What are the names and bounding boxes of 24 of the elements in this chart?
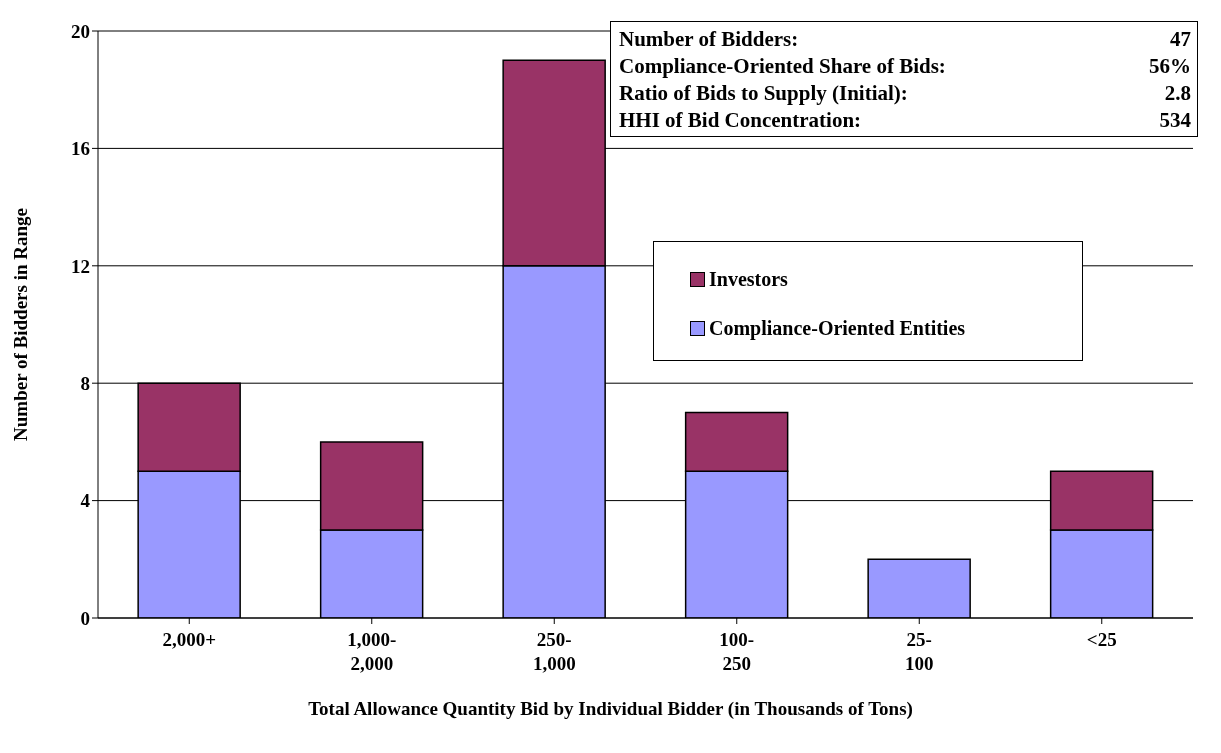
annotation: HHI of Bid Concentration: — [619, 107, 862, 134]
x-tick-label: 100-250 — [719, 629, 755, 674]
legend-label: Compliance-Oriented Entities — [709, 317, 966, 340]
y-tick-label: 4 — [80, 490, 91, 512]
x-tick-label: 250-1,000 — [532, 629, 576, 674]
annotation: Compliance-Oriented Share of Bids: — [619, 53, 946, 80]
y-tick-label: 20 — [71, 20, 90, 42]
y-tick-label: 12 — [71, 255, 90, 277]
annotation: Ratio of Bids to Supply (Initial): — [619, 80, 908, 107]
x-tick-label: 1,000-2,000 — [347, 629, 397, 674]
x-tick-label: 25-100 — [905, 629, 934, 674]
annotation: 47 — [1170, 26, 1191, 53]
annotation: 534 — [1159, 107, 1191, 134]
x-tick-label: <25 — [1086, 629, 1117, 650]
annotation: Number of Bidders: — [619, 26, 799, 53]
annotation: 56% — [1149, 53, 1191, 80]
annotation: 2.8 — [1164, 80, 1191, 107]
legend-label: Investors — [709, 268, 788, 291]
y-tick-label: 8 — [80, 372, 90, 394]
x-tick-label: 2,000+ — [162, 629, 217, 650]
y-axis-title: Number of Bidders in Range — [9, 208, 31, 441]
y-tick-label: 16 — [71, 138, 90, 160]
y-tick-label: 0 — [80, 607, 90, 629]
x-axis-title: Total Allowance Quantity Bid by Individual Bidder (in Thousands of Tons) — [307, 698, 914, 720]
